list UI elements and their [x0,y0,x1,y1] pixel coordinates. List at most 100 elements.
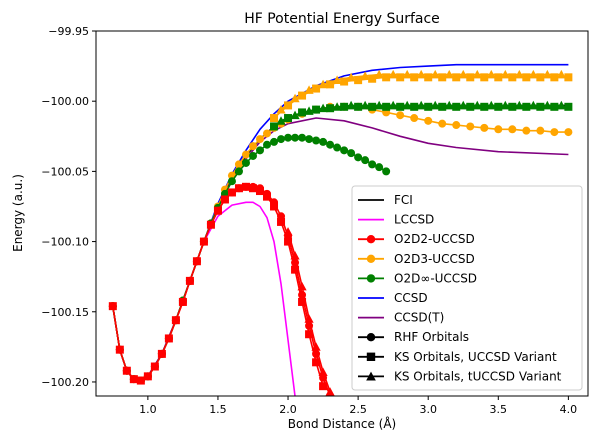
data-point [234,184,243,193]
series-lccsd [112,201,296,396]
data-point [298,297,307,306]
data-point [466,73,475,82]
legend-item-fci: FCI [358,193,413,207]
data-point [325,387,335,396]
legend-label: RHF Orbitals [394,330,469,344]
legend-label: CCSD(T) [394,311,444,325]
data-point [550,128,559,137]
series-o2d2-ks-tuccsd [283,227,335,396]
data-point [438,102,447,111]
data-point [256,187,264,196]
series-o2dinf-ks-tuccsd [276,100,566,125]
data-point [472,100,482,110]
data-point [466,102,475,111]
data-point [382,102,391,111]
data-point [444,100,454,110]
data-point [234,167,243,176]
legend-item-ccsd-t: CCSD(T) [358,311,444,325]
data-point [522,73,531,82]
data-point [136,376,145,385]
x-tick-label: 4.0 [560,403,578,416]
data-point [326,140,335,149]
data-point [115,345,124,354]
data-point [298,91,307,100]
legend-label: FCI [394,193,413,207]
y-tick-label: −99.95 [48,25,89,38]
y-tick-label: −100.10 [41,236,89,249]
data-point [438,73,447,82]
data-point [206,220,215,229]
legend-item-lccsd: LCCSD [358,213,434,227]
data-point [354,153,363,162]
legend-marker [366,274,376,283]
axes-layer: 1.0 1.5 2.0 2.5 3.0 3.5 4.0 −99.95 −100.00 −100.0… [41,25,589,416]
y-axis-label: Energy (a.u.) [11,174,25,252]
data-point [360,71,370,80]
data-point [396,102,405,111]
data-point [270,114,279,123]
data-point [213,206,222,215]
series-o2d3-ks-tuccsd [276,69,566,114]
data-point [486,100,496,110]
y-tick-label: −100.05 [41,165,89,178]
legend-label: LCCSD [394,213,434,227]
data-point [494,125,503,134]
data-point [354,76,363,85]
legend-label: O2D∞-UCCSD [394,271,477,285]
data-point [410,114,419,123]
data-point [368,102,377,111]
data-point [340,77,349,86]
data-point [319,382,328,391]
data-point [564,102,573,111]
legend-label: KS Orbitals, tUCCSD Variant [394,369,562,383]
data-point [508,73,517,82]
data-point [157,349,166,358]
x-tick-label: 1.5 [209,403,227,416]
data-point [522,126,531,135]
data-point [263,192,272,201]
data-point [227,188,236,197]
data-point [276,116,286,125]
data-point [514,69,524,79]
legend-item-o2d3-uccsd: O2D3-UCCSD [358,252,475,266]
data-point [354,102,363,111]
data-point [452,121,461,130]
data-point [388,69,398,79]
legend-item-ccsd: CCSD [358,291,428,305]
chart-title: HF Potential Energy Surface [244,11,440,27]
data-point [319,137,328,146]
data-point [424,102,433,111]
data-point [480,73,489,82]
data-point [416,69,426,79]
data-point [241,182,250,191]
data-point [536,73,545,82]
data-point [458,69,468,79]
data-point [312,84,321,93]
data-point [500,100,510,110]
data-point [290,251,300,260]
data-point [452,73,461,82]
data-point [452,102,461,111]
legend-item-ks-orbitals-uccsd-variant: KS Orbitals, UCCSD Variant [358,350,557,364]
data-point [277,217,286,226]
data-point [248,151,257,160]
data-point [528,69,538,79]
data-point [318,367,328,377]
series-layer [108,63,573,396]
data-point [199,237,208,246]
data-point [284,237,293,246]
data-point [472,69,482,79]
data-point [424,73,433,82]
data-point [494,73,503,82]
data-point [564,128,573,137]
data-point [410,102,419,111]
data-point [283,227,293,236]
x-tick-label: 3.5 [490,403,508,416]
legend: FCI LCCSD O2D2-UCCSD O2D3-UCCSD O2D∞-UCCSD CC… [351,185,583,391]
y-tick-label: −100.15 [41,306,89,319]
data-point [374,69,384,79]
data-point [556,69,566,79]
data-point [220,195,229,204]
data-point [514,100,524,110]
data-point [444,69,454,79]
